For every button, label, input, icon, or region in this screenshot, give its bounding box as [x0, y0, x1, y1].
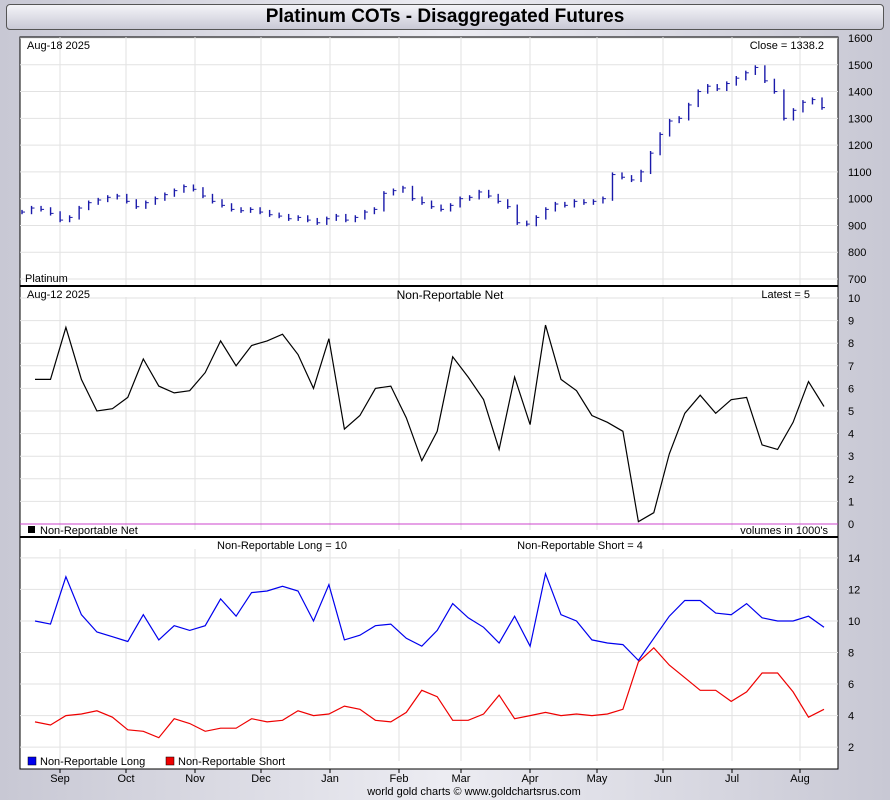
- y-tick-label: 1600: [848, 33, 872, 45]
- y-tick-label: 1400: [848, 87, 872, 99]
- footer-credit: world gold charts © www.goldchartsrus.co…: [366, 786, 581, 798]
- y-tick-label: 2: [848, 742, 854, 754]
- long-series-line: [34, 571, 825, 662]
- y-tick-label: 7: [848, 361, 854, 373]
- y-tick-label: 9: [848, 316, 854, 328]
- y-tick-label: 10: [848, 616, 860, 628]
- gridlines: [20, 37, 838, 761]
- y-tick-label: 12: [848, 584, 860, 596]
- volumes-note: volumes in 1000's: [740, 525, 828, 537]
- x-tick-label: Jul: [725, 773, 739, 785]
- y-tick-label: 1100: [848, 167, 872, 179]
- y-tick-label: 1000: [848, 194, 872, 206]
- long-legend-label: Non-Reportable Long: [40, 756, 145, 768]
- y-tick-label: 6: [848, 383, 854, 395]
- y-tick-label: 700: [848, 274, 866, 286]
- y-tick-labels: 7008009001000110012001300140015001600012…: [848, 33, 872, 754]
- y-tick-label: 8: [848, 338, 854, 350]
- long-latest-label: Non-Reportable Long = 10: [217, 540, 347, 552]
- x-tick-label: Sep: [50, 773, 70, 785]
- y-tick-label: 1: [848, 496, 854, 508]
- net-panel-title: Non-Reportable Net: [397, 288, 504, 302]
- y-tick-label: 3: [848, 451, 854, 463]
- y-tick-label: 5: [848, 406, 854, 418]
- y-tick-label: 4: [848, 429, 854, 441]
- net-latest-label: Latest = 5: [761, 289, 810, 301]
- y-tick-label: 4: [848, 711, 854, 723]
- y-tick-label: 2: [848, 474, 854, 486]
- x-tick-label: Jun: [654, 773, 672, 785]
- x-tick-labels: Sep Oct Nov Dec Jan Feb Mar Apr May Jun Jul Aug: [50, 769, 810, 785]
- net-legend-label: Non-Reportable Net: [40, 525, 138, 537]
- short-legend-swatch: [165, 756, 175, 766]
- y-tick-label: 1200: [848, 140, 872, 152]
- x-tick-label: Apr: [521, 773, 538, 785]
- x-tick-label: Aug: [790, 773, 810, 785]
- net-legend-swatch: [28, 526, 35, 533]
- short-latest-label: Non-Reportable Short = 4: [517, 540, 643, 552]
- x-tick-label: Nov: [185, 773, 205, 785]
- x-tick-label: Dec: [251, 773, 271, 785]
- y-tick-label: 14: [848, 553, 860, 565]
- price-date-label: Aug-18 2025: [27, 40, 90, 52]
- y-tick-label: 10: [848, 293, 860, 305]
- short-series-line: [34, 646, 825, 739]
- short-legend-label: Non-Reportable Short: [178, 756, 285, 768]
- x-tick-label: Feb: [390, 773, 409, 785]
- y-tick-label: 1300: [848, 113, 872, 125]
- plot-area: [19, 36, 839, 770]
- data-marks: [21, 65, 825, 739]
- y-tick-label: 1500: [848, 60, 872, 72]
- y-tick-label: 900: [848, 220, 866, 232]
- y-tick-label: 6: [848, 679, 854, 691]
- net-series-line: [35, 324, 825, 523]
- y-tick-label: 0: [848, 519, 854, 531]
- x-tick-label: Oct: [117, 773, 134, 785]
- x-tick-label: May: [587, 773, 608, 785]
- chart-title: Platinum COTs - Disaggregated Futures: [6, 4, 884, 30]
- price-close-label: Close = 1338.2: [750, 40, 824, 52]
- price-corner-label: Platinum: [25, 273, 68, 285]
- net-date-label: Aug-12 2025: [27, 289, 90, 301]
- y-tick-label: 8: [848, 648, 854, 660]
- y-tick-label: 800: [848, 247, 866, 259]
- x-tick-label: Mar: [452, 773, 471, 785]
- long-legend-swatch: [27, 756, 37, 766]
- x-tick-label: Jan: [321, 773, 339, 785]
